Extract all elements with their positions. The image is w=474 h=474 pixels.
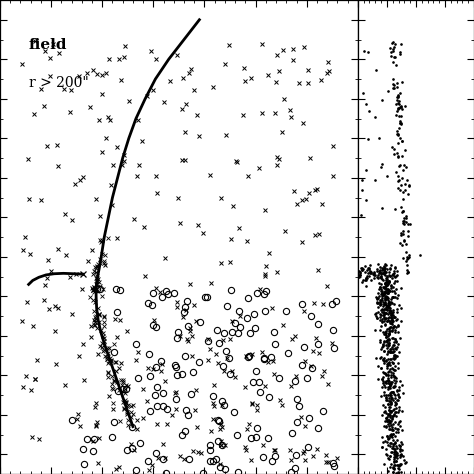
Text: field: field (28, 38, 67, 52)
Text: r > 200": r > 200" (28, 76, 88, 90)
